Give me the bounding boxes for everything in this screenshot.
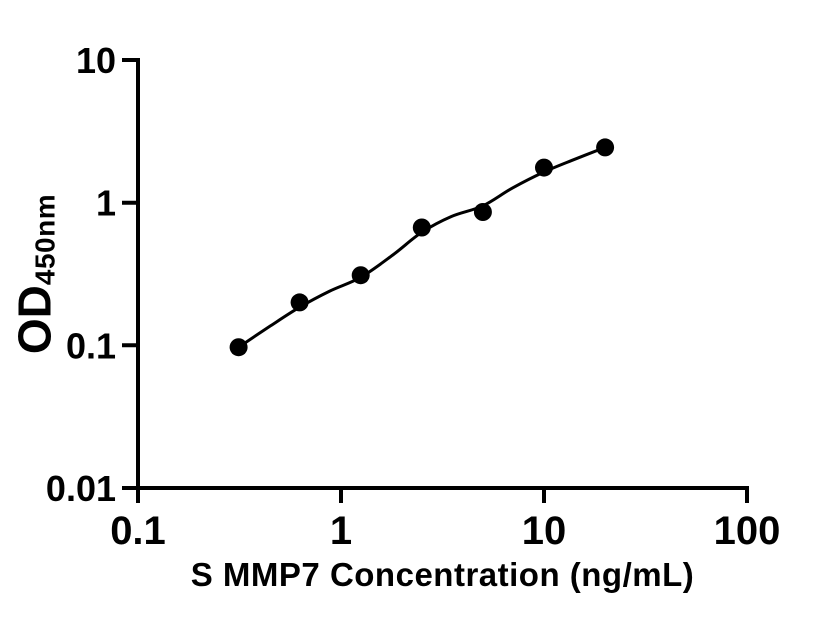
x-axis-title: S MMP7 Concentration (ng/mL) xyxy=(190,556,695,593)
y-tick-label: 0.01 xyxy=(46,468,116,509)
y-axis-title-subscript: 450nm xyxy=(29,193,61,286)
data-point-marker xyxy=(535,158,553,177)
data-point-marker xyxy=(229,338,248,357)
x-tick-label: 100 xyxy=(714,509,781,553)
x-tick-label: 0.1 xyxy=(110,509,166,553)
fit-curve xyxy=(237,145,607,349)
x-tick-label: 10 xyxy=(522,509,567,553)
data-point-marker xyxy=(351,266,370,285)
y-tick-label: 1 xyxy=(96,183,116,224)
data-point-marker xyxy=(290,293,309,312)
y-axis-title: OD450nm xyxy=(8,193,69,355)
y-tick-label: 0.1 xyxy=(66,325,116,366)
data-point-marker xyxy=(412,218,431,237)
y-tick-label: 10 xyxy=(76,40,116,81)
y-axis-title-main: OD xyxy=(8,285,61,355)
data-point-marker xyxy=(596,138,615,157)
data-point-marker xyxy=(473,203,492,221)
x-tick-label: 1 xyxy=(330,509,352,553)
